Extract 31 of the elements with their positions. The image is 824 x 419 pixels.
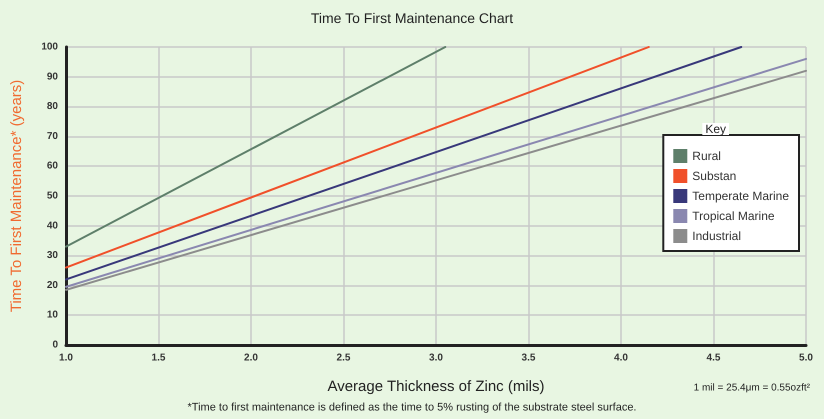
y-tick-label: 100	[41, 42, 58, 52]
legend-label: Temperate Marine	[692, 189, 790, 203]
text: 1 mil = 25.4μm = 0.55ozft²	[694, 382, 811, 394]
y-tick-label: 60	[46, 160, 58, 172]
x-tick-label: 2.5	[336, 352, 351, 364]
x-tick-label: 1.5	[152, 352, 166, 364]
y-tick-label: 80	[46, 101, 58, 112]
y-tick-label: 0	[52, 340, 58, 350]
y-tick-label: 50	[46, 190, 58, 202]
chart-title: Time To First Maintenance Chart	[310, 10, 514, 26]
x-axis-title: Average Thickness of Zinc (mils)	[327, 378, 545, 395]
legend-label: Substan	[692, 169, 736, 183]
legend-label: Rural	[692, 149, 721, 163]
y-tick-label: 30	[46, 250, 58, 262]
x-tick-label: 1.0	[59, 352, 74, 364]
x-tick-label: 2.0	[244, 352, 258, 364]
y-tick-label: 20	[46, 280, 58, 291]
y-tick-label: 10	[46, 310, 58, 321]
y-tick-label: 90	[46, 71, 58, 82]
y-axis-title: Time To First Maintenance* (years)	[8, 80, 25, 312]
x-tick-label: 4.5	[706, 352, 721, 364]
x-tick-label: 3.5	[522, 352, 536, 364]
x-tick-label: 3.0	[429, 352, 444, 364]
x-tick-label: 4.0	[614, 352, 628, 364]
x-tick-label: 5.0	[799, 352, 814, 364]
legend-title: Key	[705, 122, 726, 136]
legend-label: Tropical Marine	[692, 209, 775, 223]
y-tick-label: 40	[46, 220, 58, 232]
y-tick-label: 70	[46, 130, 58, 142]
text: *Time to first maintenance is defined as the time to 5% rusting of the substrate steel surface.	[188, 402, 636, 414]
legend-label: Industrial	[692, 229, 741, 243]
